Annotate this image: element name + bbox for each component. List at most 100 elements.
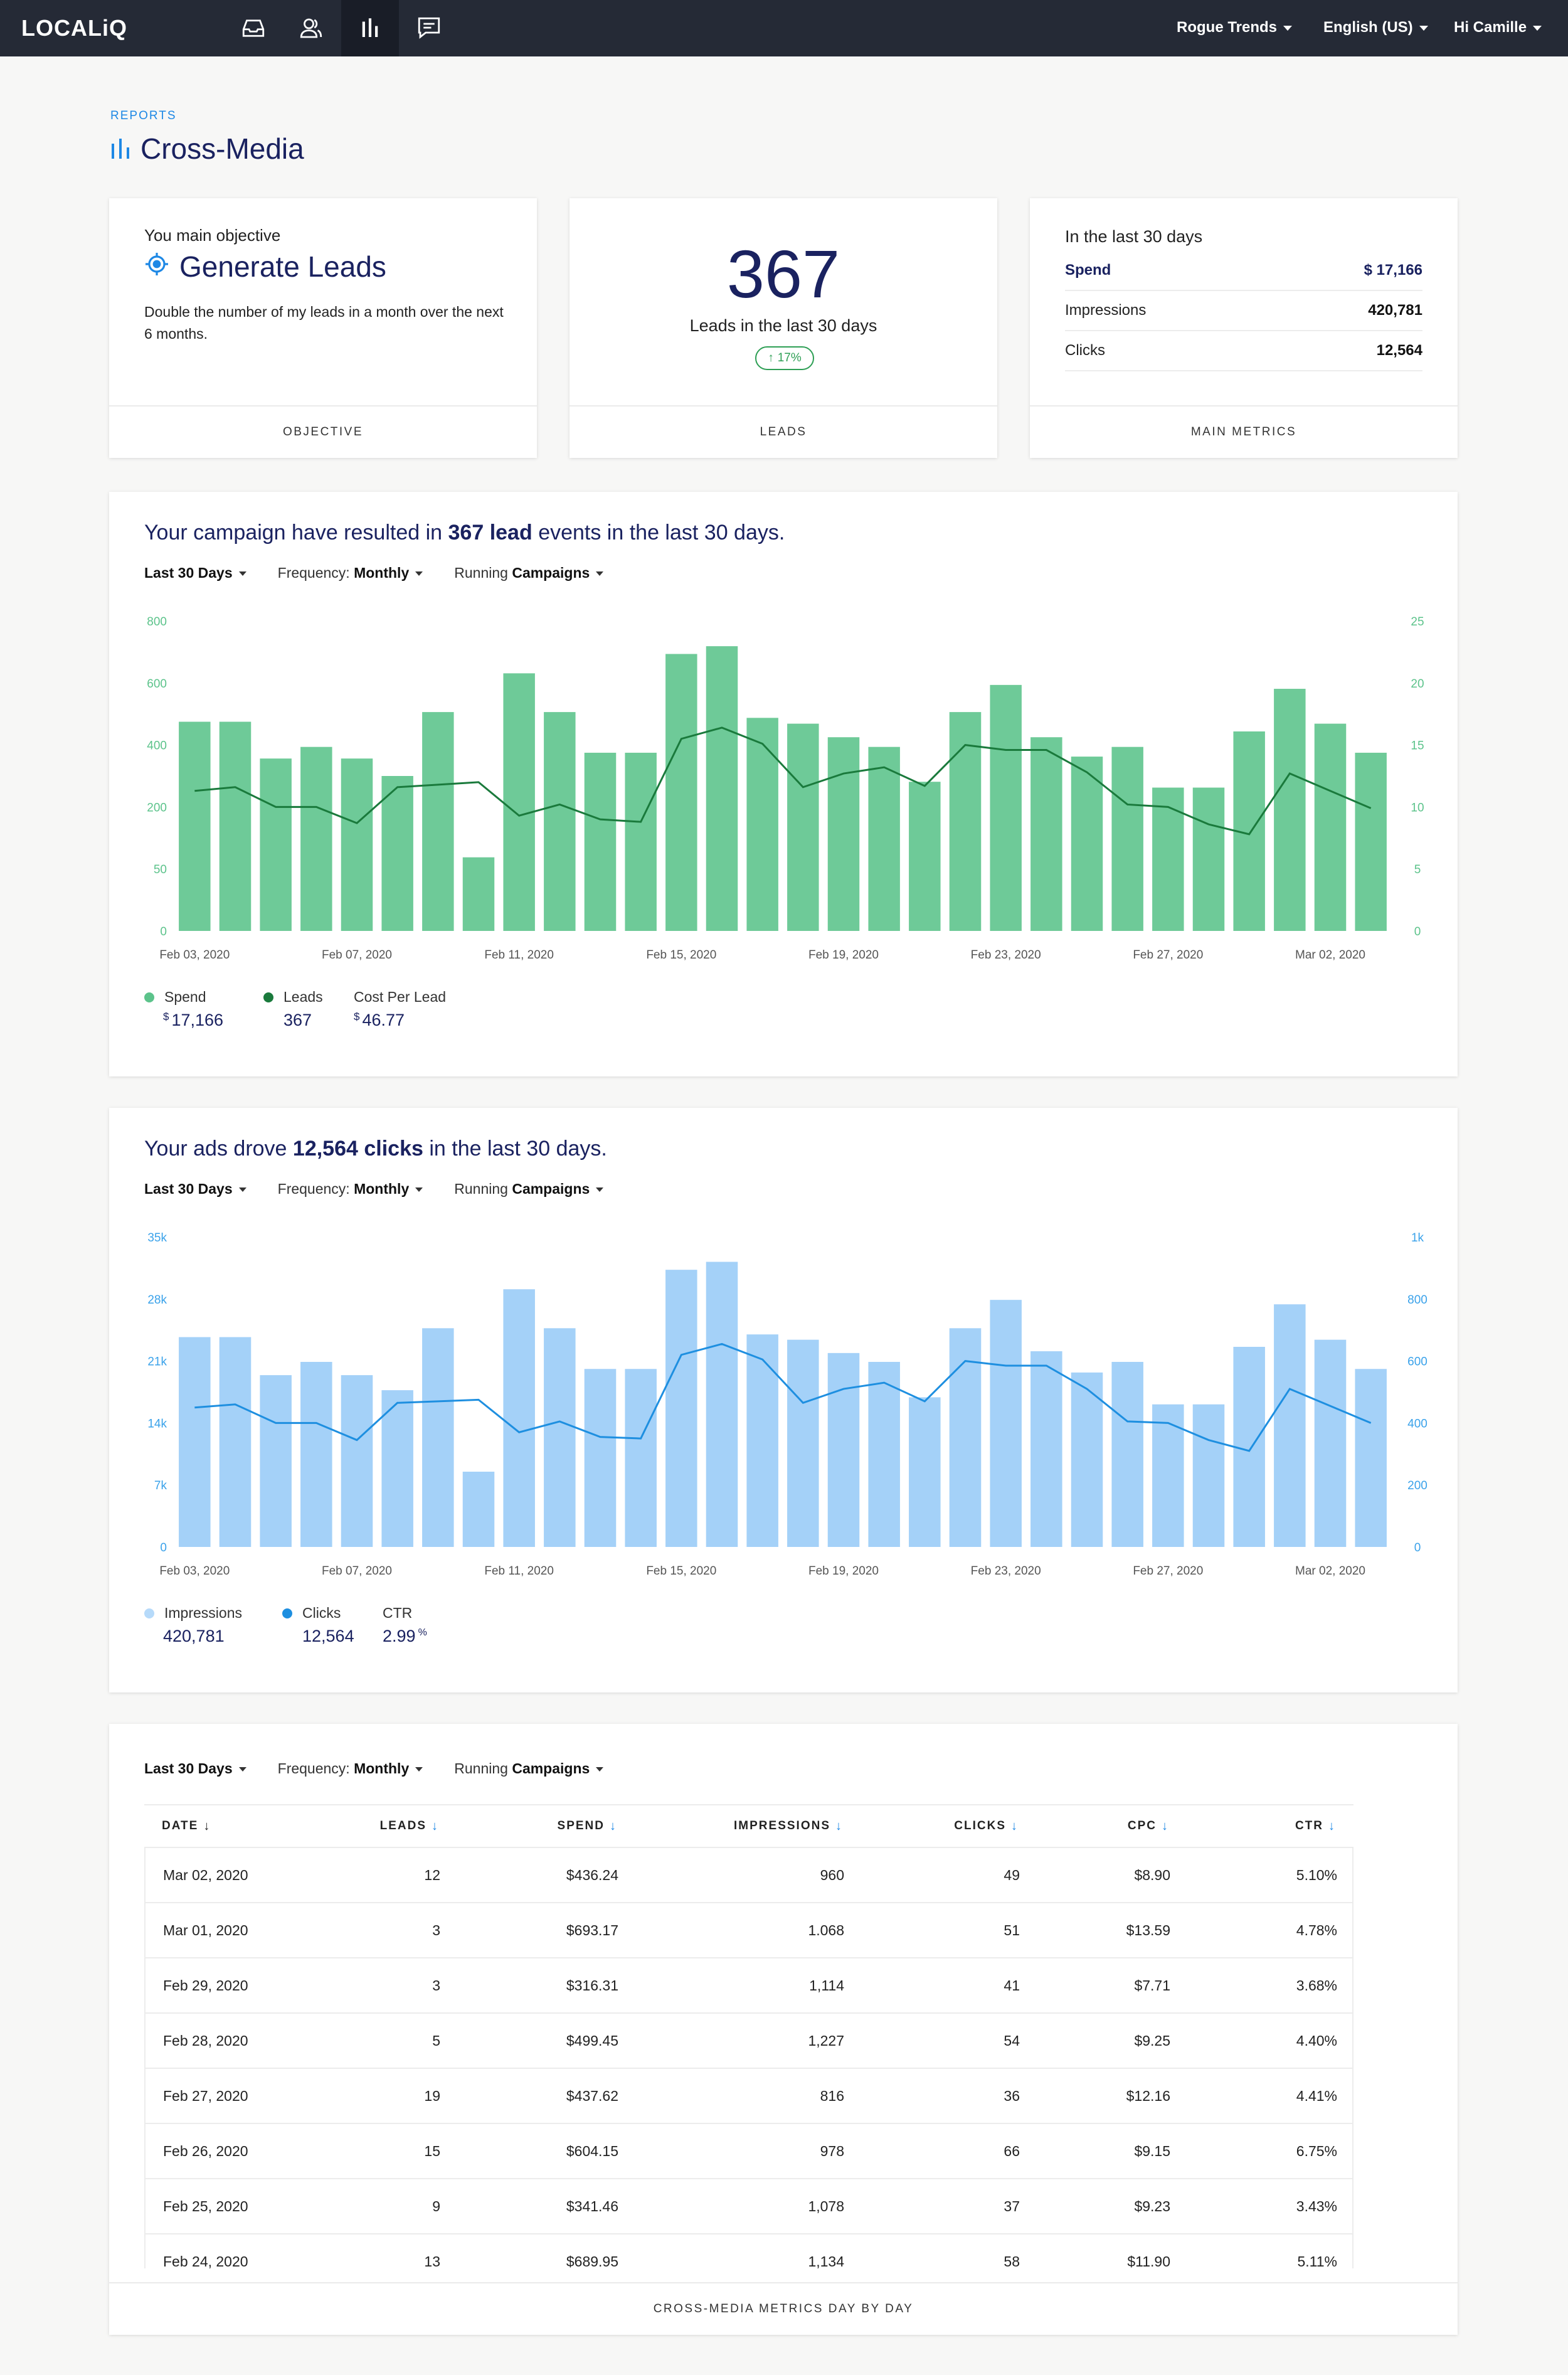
running-filter[interactable]: Running Campaigns — [454, 1181, 604, 1198]
frequency-filter[interactable]: Frequency: Monthly — [278, 1760, 423, 1777]
leads-chart-card: Your campaign have resulted in 367 lead … — [109, 492, 1458, 1076]
chart-bar-fill — [827, 737, 860, 931]
table-cell: $13.59 — [1126, 1921, 1170, 1938]
legend-item-impressions[interactable]: Impressions 420,781 — [144, 1605, 257, 1646]
table-row[interactable]: Feb 28, 2020 5 $499.45 1,227 54 $9.25 4.40% — [144, 2012, 1353, 2068]
messages-icon[interactable] — [400, 0, 458, 56]
column-header-leads[interactable]: LEADS ↓ — [379, 1819, 439, 1833]
card-footer[interactable]: MAIN METRICS — [1030, 405, 1458, 458]
legend-item-spend[interactable]: Spend $17,166 — [144, 989, 238, 1030]
column-header-ctr[interactable]: CTR ↓ — [1295, 1819, 1336, 1833]
inbox-icon[interactable] — [225, 0, 282, 56]
chevron-down-icon — [238, 1188, 246, 1193]
chart-bar-fill — [300, 1362, 332, 1547]
x-axis-tick-label: Feb 07, 2020 — [322, 1565, 392, 1578]
daily-metrics-card: Last 30 Days Frequency: Monthly Running … — [109, 1724, 1458, 2335]
users-icon[interactable] — [282, 0, 340, 56]
chart-heading: Your campaign have resulted in 367 lead … — [144, 521, 785, 545]
x-axis-tick-label: Feb 23, 2020 — [971, 1565, 1041, 1578]
account-dropdown[interactable]: Rogue Trends — [1177, 19, 1293, 36]
table-row[interactable]: Feb 26, 2020 15 $604.15 978 66 $9.15 6.75% — [144, 2123, 1353, 2178]
running-filter[interactable]: Running Campaigns — [454, 1760, 604, 1777]
table-cell: 66 — [1004, 2142, 1020, 2159]
chart-bar-fill — [625, 1369, 657, 1547]
app-logo[interactable]: LOCALiQ — [21, 15, 127, 41]
table-cell: 3.68% — [1296, 1977, 1337, 1994]
chart-bar-fill — [1192, 1404, 1225, 1547]
chart-bar-fill — [422, 1328, 454, 1547]
leads-subtitle: Leads in the last 30 days — [689, 316, 877, 335]
range-filter[interactable]: Last 30 Days — [144, 565, 246, 582]
table-row[interactable]: Mar 02, 2020 12 $436.24 960 49 $8.90 5.10% — [144, 1847, 1353, 1902]
chart-legend: Spend $17,166 Leads 367 Cost Per Lead $4… — [144, 989, 446, 1030]
clicks-chart-card: Your ads drove 12,564 clicks in the last… — [109, 1108, 1458, 1692]
table-cell: 6.75% — [1296, 2142, 1337, 2159]
chart-bar-fill — [1192, 787, 1225, 931]
table-cell: 13 — [424, 2253, 440, 2269]
x-axis-tick-label: Feb 03, 2020 — [159, 1565, 230, 1578]
card-footer[interactable]: CROSS-MEDIA METRICS DAY BY DAY — [109, 2282, 1458, 2335]
metric-row-clicks: Clicks 12,564 — [1065, 331, 1422, 371]
card-footer[interactable]: LEADS — [569, 405, 997, 458]
table-cell: 3.43% — [1296, 2197, 1337, 2214]
chart-bar-fill — [990, 1300, 1022, 1547]
table-cell: 3 — [432, 1921, 440, 1938]
chart-bar-fill — [1274, 689, 1306, 931]
table-cell: Feb 28, 2020 — [163, 2032, 248, 2049]
column-header-spend[interactable]: SPEND ↓ — [557, 1819, 617, 1833]
table-row[interactable]: Feb 27, 2020 19 $437.62 816 36 $12.16 4.41% — [144, 2068, 1353, 2123]
chart-bar-fill — [1274, 1304, 1306, 1547]
chart-line — [194, 726, 1372, 836]
table-cell: 49 — [1004, 1866, 1020, 1883]
x-axis-tick-label: Feb 19, 2020 — [808, 1565, 879, 1578]
breadcrumb[interactable]: REPORTS — [110, 109, 177, 122]
reports-icon[interactable] — [341, 0, 399, 56]
chart-bar-fill — [1152, 787, 1184, 931]
column-header-cpc[interactable]: CPC ↓ — [1127, 1819, 1169, 1833]
chevron-down-icon — [1533, 25, 1542, 31]
table-cell: 3 — [432, 1977, 440, 1994]
table-cell: 41 — [1004, 1977, 1020, 1994]
table-row[interactable]: Mar 01, 2020 3 $693.17 1.068 51 $13.59 4.78% — [144, 1902, 1353, 1957]
legend-item-clicks[interactable]: Clicks 12,564 — [282, 1605, 358, 1646]
table-cell: 960 — [820, 1866, 844, 1883]
chart-bar-fill — [219, 721, 252, 931]
column-header-impressions[interactable]: IMPRESSIONS ↓ — [734, 1819, 843, 1833]
range-filter[interactable]: Last 30 Days — [144, 1760, 246, 1777]
column-header-clicks[interactable]: CLICKS ↓ — [954, 1819, 1019, 1833]
y2-axis-tick-label: 10 — [1411, 801, 1424, 814]
chart-bar-fill — [462, 857, 495, 931]
objective-card: You main objective Generate Leads Double… — [109, 198, 537, 458]
running-filter[interactable]: Running Campaigns — [454, 565, 604, 582]
chevron-down-icon — [238, 571, 246, 576]
table-cell: $8.90 — [1134, 1866, 1170, 1883]
table-row[interactable]: Feb 29, 2020 3 $316.31 1,114 41 $7.71 3.68% — [144, 1957, 1353, 2012]
table-cell: $12.16 — [1126, 2087, 1170, 2104]
table-cell: Feb 29, 2020 — [163, 1977, 248, 1994]
chart-bar-fill — [1071, 1372, 1103, 1547]
table-cell: Feb 27, 2020 — [163, 2087, 248, 2104]
chart-filters: Last 30 Days Frequency: Monthly Running … — [144, 1181, 604, 1198]
card-footer[interactable]: OBJECTIVE — [109, 405, 537, 458]
chart-bar-fill — [1030, 737, 1062, 931]
frequency-filter[interactable]: Frequency: Monthly — [278, 1181, 423, 1198]
y2-axis-tick-label: 0 — [1414, 1541, 1421, 1554]
range-filter[interactable]: Last 30 Days — [144, 1181, 246, 1198]
chart-bar-fill — [706, 646, 738, 931]
table-row[interactable]: Feb 24, 2020 13 $689.95 1,134 58 $11.90 5.11% — [144, 2233, 1353, 2268]
user-menu[interactable]: Hi Camille — [1454, 19, 1542, 36]
column-header-date[interactable]: DATE ↓ — [162, 1819, 211, 1833]
sort-arrow-icon: ↓ — [835, 1819, 843, 1833]
legend-item-leads[interactable]: Leads 367 — [263, 989, 329, 1030]
table-cell: $437.62 — [566, 2087, 618, 2104]
chart-bar-fill — [1071, 757, 1103, 931]
target-icon — [144, 250, 169, 284]
chart-bar-fill — [1111, 747, 1143, 931]
chart-bar-fill — [665, 654, 697, 931]
chevron-down-icon — [415, 1188, 423, 1193]
table-row[interactable]: Feb 25, 2020 9 $341.46 1,078 37 $9.23 3.43% — [144, 2178, 1353, 2233]
language-dropdown[interactable]: English (US) — [1323, 19, 1428, 36]
sort-arrow-icon: ↓ — [1011, 1819, 1019, 1833]
frequency-filter[interactable]: Frequency: Monthly — [278, 565, 423, 582]
